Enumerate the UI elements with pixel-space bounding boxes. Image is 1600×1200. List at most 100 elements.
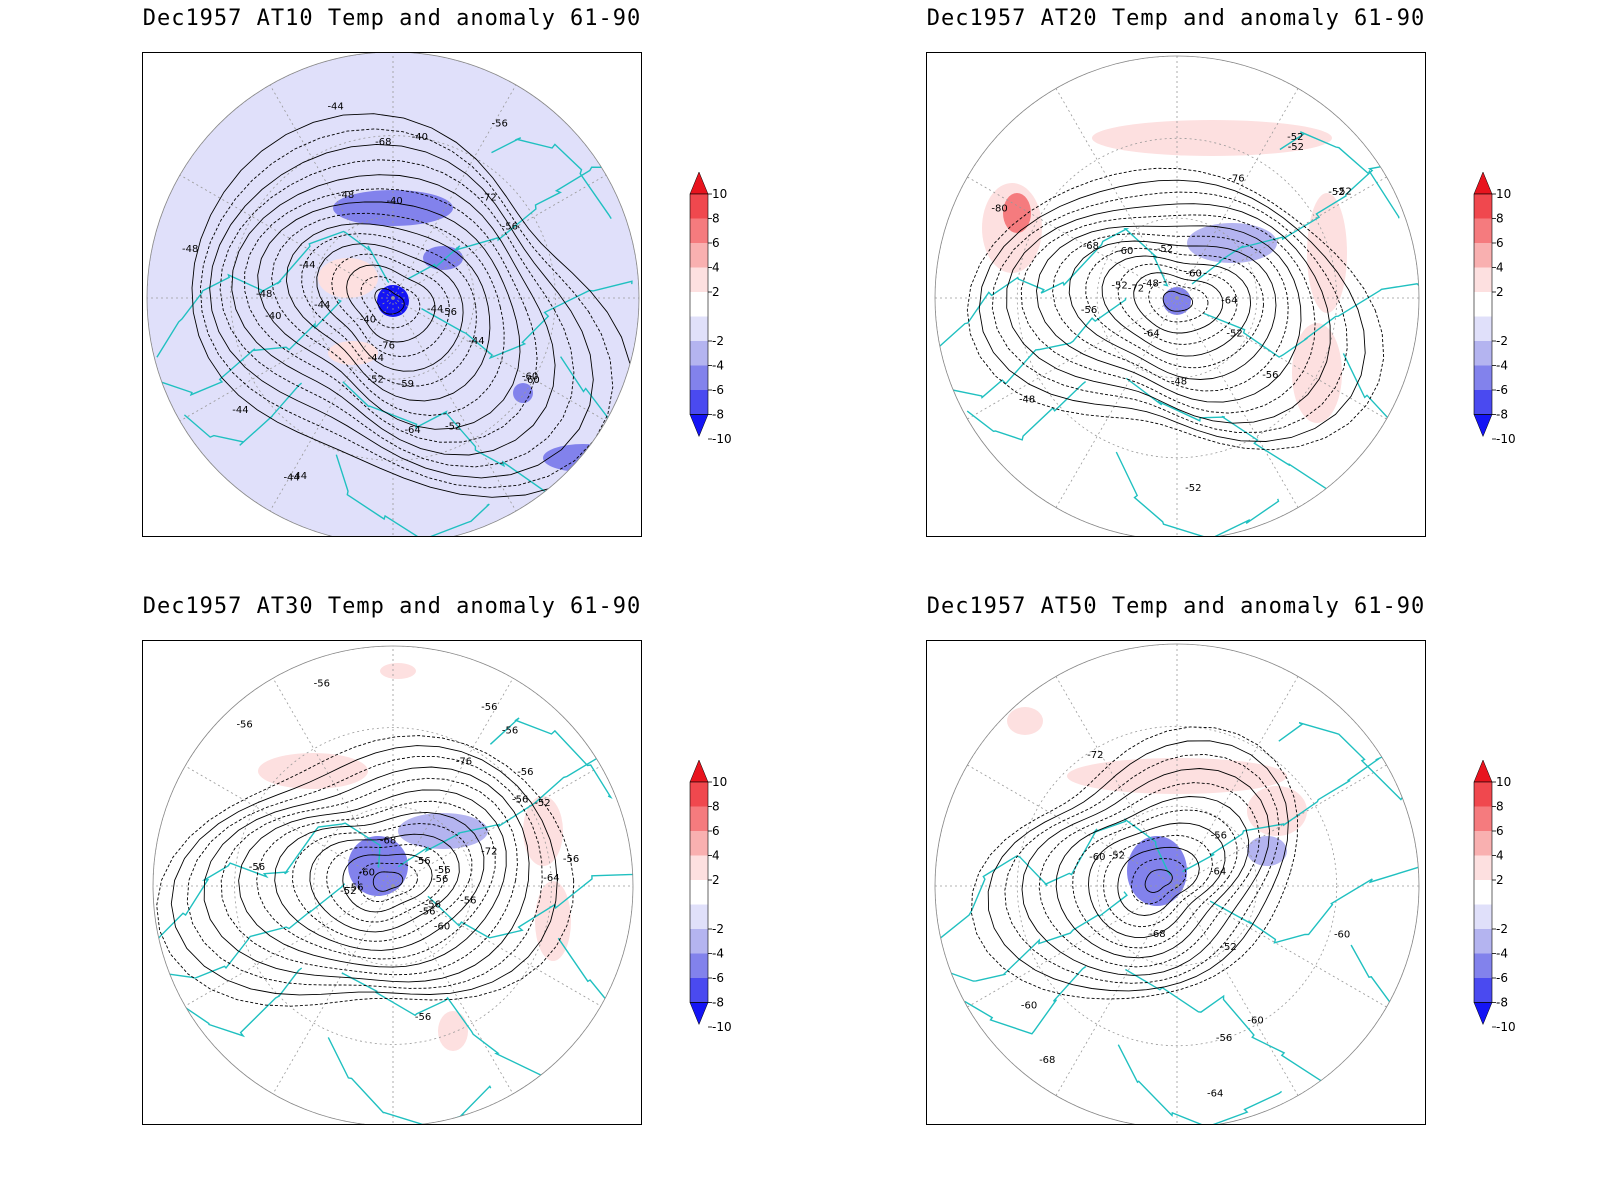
colorbar-segment: [690, 390, 708, 415]
contour-label: -60: [522, 371, 538, 382]
anomaly-patch: [1163, 287, 1191, 315]
coastline: [183, 382, 303, 446]
contour-label: -44: [427, 304, 443, 315]
contour-label: -60: [1247, 1015, 1263, 1026]
meridian-line: [967, 297, 1178, 420]
coastline: [557, 937, 633, 1038]
contour-line: [342, 853, 433, 913]
contour-label: -56: [1216, 1033, 1232, 1044]
contour-label: -68: [1039, 1055, 1055, 1066]
contour-label: -56: [517, 767, 533, 778]
meridian-line: [1176, 676, 1299, 887]
map-frame: -56-56-56-56-56-56-52-56-56-60-56-56-76-…: [142, 640, 642, 1125]
anomaly-patch: [380, 663, 416, 679]
contour-label: -44: [368, 353, 384, 364]
contour-line: [1038, 782, 1260, 968]
colorbar-tick-label: -8: [1496, 996, 1508, 1010]
coastline: [1342, 353, 1416, 455]
panel-title: Dec1957 AT20 Temp and anomaly 61-90: [926, 6, 1426, 31]
contour-label: -60: [1185, 268, 1201, 279]
contour-labels: -56-56-56-56-56-56-52-56-56-60-56-56-76-…: [236, 678, 579, 1023]
contour-label: -52: [445, 422, 461, 433]
map-boundary: [934, 55, 1420, 536]
colorbar-tick-label: -10: [712, 432, 732, 446]
colorbar-tick-label: 6: [712, 824, 720, 838]
map-boundary: [934, 643, 1420, 1124]
coastline: [1209, 863, 1419, 944]
coastline: [964, 965, 1087, 1035]
contour-label: -48: [182, 244, 198, 255]
contour-line: [1085, 247, 1264, 369]
meridian-line: [392, 765, 602, 887]
contour-label: -40: [265, 311, 281, 322]
colorbar-tick-label: 8: [712, 800, 720, 814]
meridian-line: [1055, 297, 1178, 508]
colorbar-tick-label: 2: [1496, 873, 1504, 887]
colorbar-segment: [1474, 292, 1492, 317]
contour-line: [357, 862, 419, 903]
contour-label: -72: [1128, 284, 1144, 295]
colorbar-segment: [690, 855, 708, 880]
contour-label: -44: [468, 336, 484, 347]
colorbar-tick-label: 8: [1496, 212, 1504, 226]
coastline: [181, 967, 303, 1038]
coastline: [1117, 1044, 1283, 1124]
contour-labels: -52-52-52-48-52-56-60-64-80-76-72-68-64-…: [991, 132, 1352, 494]
contour-line: [1144, 869, 1173, 893]
meridian-line: [392, 174, 607, 299]
colorbar-segment: [690, 341, 708, 366]
contour-label: -76: [379, 341, 395, 352]
anomaly-patch: [1007, 707, 1043, 735]
contour-label: -56: [1211, 830, 1227, 841]
coastline: [407, 163, 621, 280]
contour-label: -56: [347, 883, 363, 894]
latitude-circle: [313, 806, 473, 966]
anomaly-patch: [438, 1011, 468, 1051]
temperature-contours: [966, 167, 1385, 451]
contour-label: -52: [340, 886, 356, 897]
contour-line: [257, 201, 521, 430]
colorbar-segment: [1474, 953, 1492, 978]
colorbar-tick-label: 2: [712, 285, 720, 299]
meridian-line: [179, 297, 394, 422]
contour-line: [285, 223, 491, 402]
contour-label: -48: [1142, 278, 1158, 289]
anomaly-patch: [1247, 786, 1307, 836]
contour-line: [1036, 225, 1302, 403]
coastline: [335, 454, 490, 536]
coastline: [427, 870, 633, 939]
colorbar-tick-label: -10: [1496, 1020, 1516, 1034]
contour-line: [374, 288, 405, 315]
colorbar-bottom-arrow: [1473, 414, 1493, 438]
anomaly-patch: [1187, 223, 1277, 263]
colorbar-tick-label: 2: [1496, 285, 1504, 299]
contour-label: -64: [1210, 867, 1226, 878]
anomaly-patch: [258, 753, 368, 789]
contour-label: -52: [534, 798, 550, 809]
contour-label: -56: [491, 118, 507, 129]
coastline: [1350, 944, 1419, 1043]
contour-label: -56: [415, 1012, 431, 1023]
coastline: [1203, 283, 1419, 358]
colorbar-top-arrow: [689, 171, 709, 195]
colorbar-segment: [690, 904, 708, 929]
contour-line: [1068, 240, 1277, 380]
colorbar-segment: [690, 243, 708, 268]
contour-label: -56: [1262, 370, 1278, 381]
coastline: [940, 297, 1127, 399]
coastline: [935, 227, 1169, 353]
contour-line: [1131, 858, 1187, 905]
contour-line: [1148, 281, 1209, 323]
colorbar-segment: [1474, 904, 1492, 929]
contour-line: [203, 766, 530, 983]
latitude-circle: [1096, 217, 1258, 379]
contour-line: [238, 789, 507, 968]
contour-line: [1006, 203, 1331, 424]
contour-label: -68: [375, 137, 391, 148]
contour-label: -56: [563, 854, 579, 865]
contour-line: [1072, 809, 1238, 949]
contour-label: -52: [1287, 132, 1303, 143]
colorbar-segment: [1474, 929, 1492, 954]
coastline: [489, 717, 613, 799]
colorbar-tick-label: 10: [712, 775, 727, 789]
